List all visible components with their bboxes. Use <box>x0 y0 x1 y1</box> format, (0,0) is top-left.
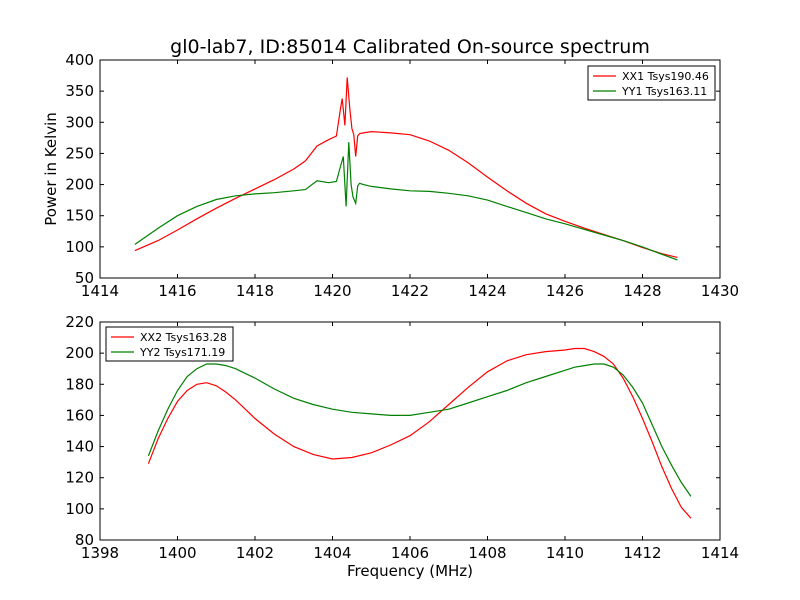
y-tick-label: 80 <box>75 531 94 549</box>
x-tick-label: 1402 <box>236 544 274 562</box>
x-tick-label: 1414 <box>701 544 739 562</box>
y-tick-label: 150 <box>65 207 94 225</box>
y-tick-label: 350 <box>65 82 94 100</box>
y-tick-label: 160 <box>65 406 94 424</box>
legend: XX1 Tsys190.46 YY1 Tsys163.11 <box>587 65 716 101</box>
x-tick-label: 1406 <box>391 544 429 562</box>
x-tick-label: 1422 <box>391 282 429 300</box>
y-tick-label: 220 <box>65 313 94 331</box>
y-tick-label: 200 <box>65 176 94 194</box>
bottom-panel: 1398 1400 1402 1404 1406 1408 1410 1412 1414 80 10… <box>65 313 739 580</box>
x-tick-label: 1416 <box>158 282 196 300</box>
x-tick-label: 1418 <box>236 282 274 300</box>
legend-label: YY1 Tsys163.11 <box>621 85 707 98</box>
x-tick-label: 1428 <box>623 282 661 300</box>
figure-title: gl0-lab7, ID:85014 Calibrated On-source … <box>170 36 650 58</box>
x-tick-label: 1426 <box>546 282 584 300</box>
series-line-yy1 <box>134 142 678 261</box>
x-tick-label: 1412 <box>623 544 661 562</box>
x-tick-label: 1400 <box>158 544 196 562</box>
top-panel: 1414 1416 1418 1420 1422 1424 1426 1428 1430 50 10… <box>42 51 739 300</box>
x-tick-label: 1404 <box>313 544 351 562</box>
legend-label: XX2 Tsys163.28 <box>140 331 227 344</box>
series-line-xx1 <box>134 77 678 258</box>
y-tick-label: 300 <box>65 113 94 131</box>
x-axis-label: Frequency (MHz) <box>347 562 473 580</box>
y-tick-label: 50 <box>75 269 94 287</box>
legend: XX2 Tsys163.28 YY2 Tsys171.19 <box>105 326 234 362</box>
series-line-yy2 <box>147 363 692 497</box>
y-tick-label: 120 <box>65 469 94 487</box>
y-tick-label: 250 <box>65 144 94 162</box>
x-tick-label: 1408 <box>468 544 506 562</box>
x-tick-label: 1430 <box>701 282 739 300</box>
y-tick-label: 180 <box>65 375 94 393</box>
x-tick-label: 1414 <box>81 282 119 300</box>
legend-box <box>587 65 716 101</box>
series-line-xx2 <box>147 347 692 519</box>
y-tick-label: 100 <box>65 500 94 518</box>
x-tick-label: 1410 <box>546 544 584 562</box>
legend-box <box>105 326 234 362</box>
legend-label: XX1 Tsys190.46 <box>622 70 709 83</box>
y-tick-label: 200 <box>65 344 94 362</box>
y-tick-label: 400 <box>65 51 94 69</box>
y-tick-label: 140 <box>65 438 94 456</box>
legend-label: YY2 Tsys171.19 <box>139 346 225 359</box>
x-tick-label: 1398 <box>81 544 119 562</box>
x-tick-label: 1424 <box>468 282 506 300</box>
x-tick-label: 1420 <box>313 282 351 300</box>
y-axis-label: Power in Kelvin <box>42 112 60 226</box>
y-tick-label: 100 <box>65 238 94 256</box>
